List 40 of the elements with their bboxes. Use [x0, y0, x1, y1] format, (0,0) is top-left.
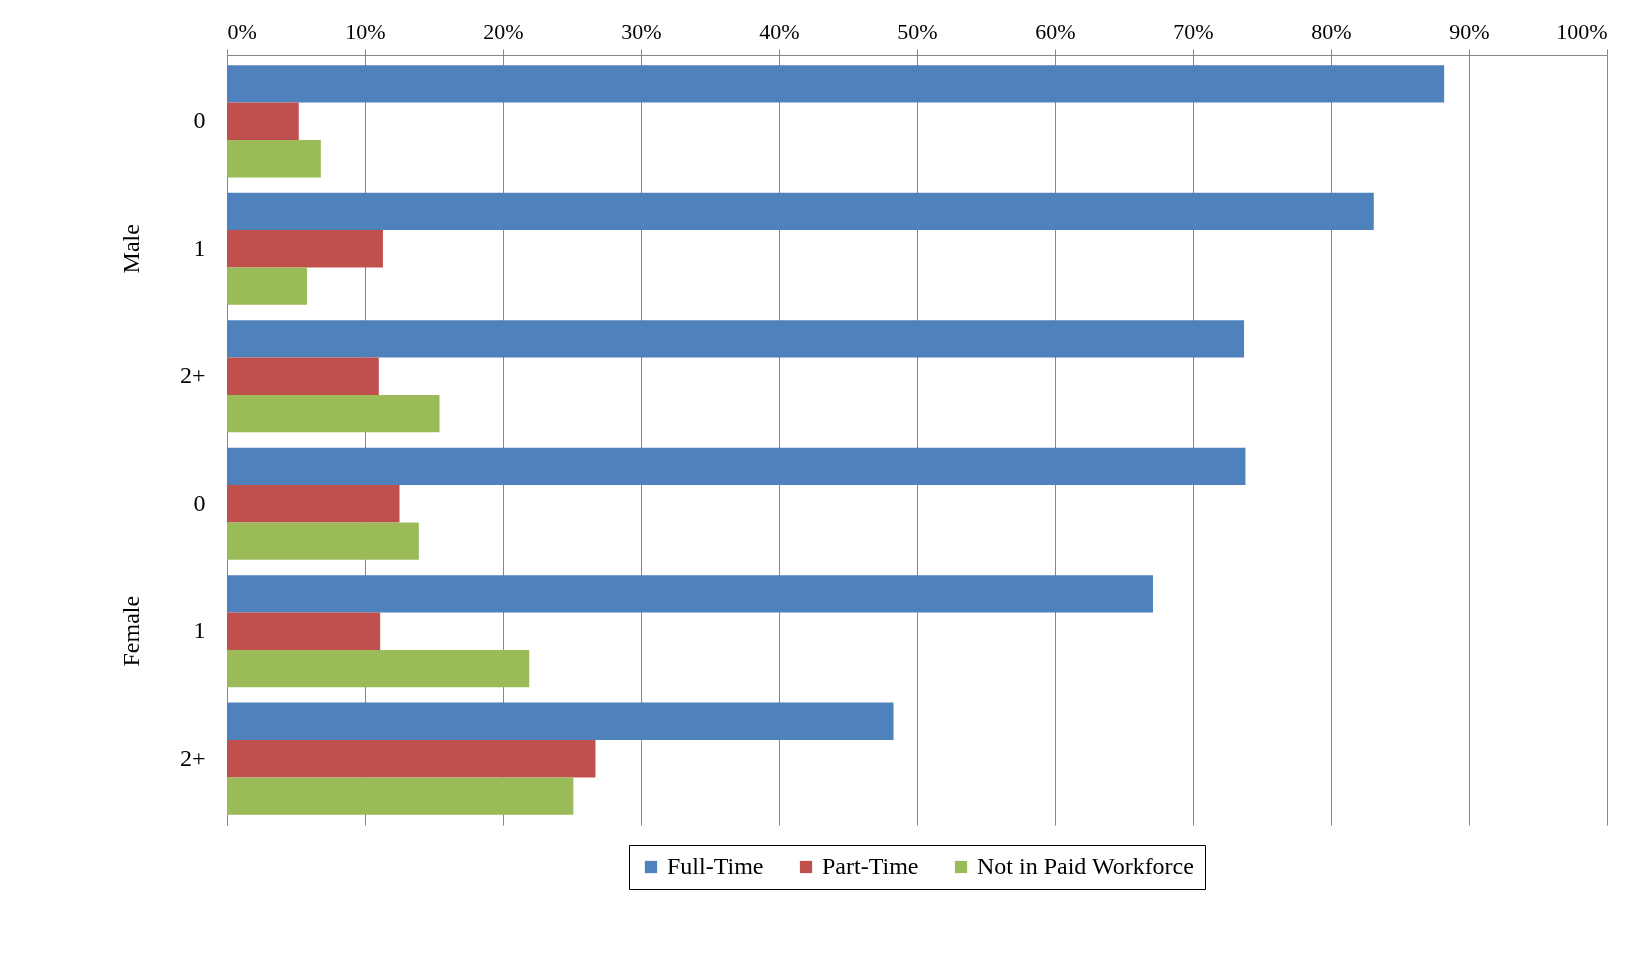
x-tick-label: 0%	[227, 18, 257, 44]
bar	[227, 485, 400, 523]
text: Male	[118, 224, 144, 274]
x-tick-label: 20%	[483, 18, 524, 44]
bar	[227, 357, 379, 395]
bar	[227, 702, 894, 741]
x-tick-label: 30%	[621, 18, 662, 44]
bar	[227, 740, 596, 778]
y-tick-label: 0	[193, 489, 206, 516]
x-tick-label: 60%	[1035, 18, 1076, 44]
bar	[227, 192, 1374, 231]
y-tick-label: 2+	[179, 744, 206, 771]
x-tick-label: 40%	[759, 18, 800, 44]
bar	[227, 575, 1153, 613]
x-tick-label: 90%	[1449, 18, 1490, 44]
y-tick-label: 1	[193, 234, 206, 261]
x-tick-label: 100%	[1556, 18, 1608, 44]
bar	[227, 267, 308, 305]
bar	[227, 394, 440, 433]
bar	[227, 447, 1246, 486]
bar	[227, 139, 321, 178]
bar	[227, 522, 419, 560]
legend-label: Full-Time	[667, 853, 764, 879]
bar	[227, 230, 383, 268]
x-tick-label: 70%	[1173, 18, 1214, 44]
x-tick-label: 50%	[897, 18, 938, 44]
y-tick-label: 2+	[179, 362, 206, 389]
text: Female	[118, 595, 144, 667]
bar	[227, 65, 1445, 103]
bar	[227, 320, 1245, 358]
bar	[227, 102, 299, 140]
bar	[227, 777, 574, 815]
bar	[227, 612, 381, 650]
legend-label: Part-Time	[822, 853, 919, 879]
x-tick-label: 80%	[1311, 18, 1352, 44]
y-tick-label: 1	[193, 617, 206, 644]
y-tick-label: 0	[193, 107, 206, 134]
legend-label: Not in Paid Workforce	[977, 853, 1194, 879]
x-tick-label: 10%	[345, 18, 386, 44]
bar	[227, 649, 530, 688]
